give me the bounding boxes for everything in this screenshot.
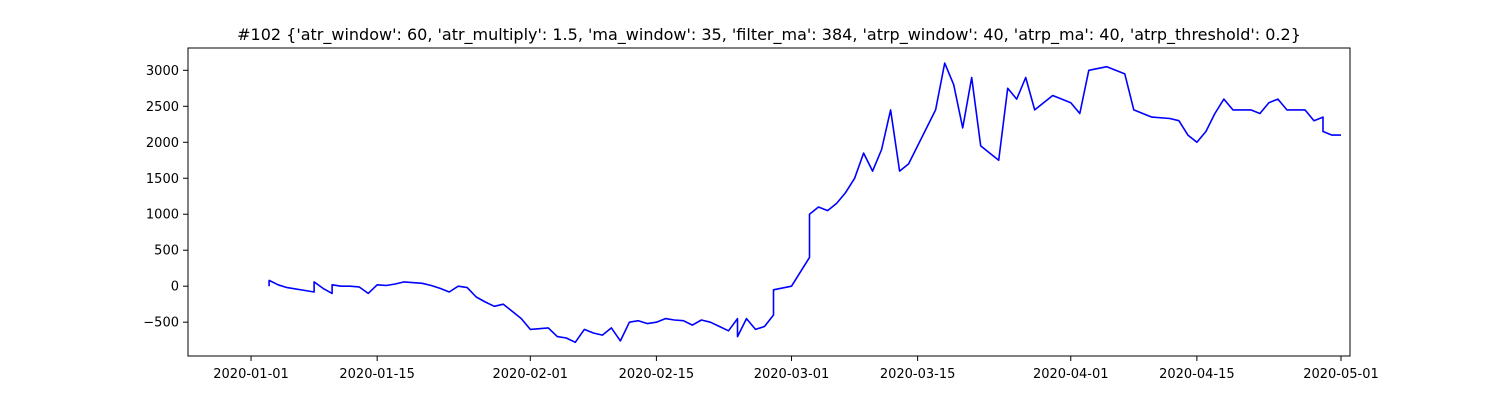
x-tick-label: 2020-04-01 bbox=[1033, 367, 1109, 382]
y-tick-label: 1500 bbox=[146, 172, 179, 187]
y-tick-label: 3000 bbox=[146, 64, 179, 79]
y-axis: −500 0 500 1000 1500 2000 2500 3000 bbox=[143, 64, 188, 331]
x-tick-label: 2020-03-15 bbox=[880, 367, 956, 382]
x-tick-label: 2020-05-01 bbox=[1303, 367, 1379, 382]
y-tick-label: 1000 bbox=[146, 208, 179, 223]
chart-title: #102 {'atr_window': 60, 'atr_multiply': … bbox=[237, 25, 1301, 45]
x-tick-label: 2020-02-01 bbox=[493, 367, 569, 382]
series-layer bbox=[268, 62, 1341, 344]
x-axis: 2020-01-01 2020-01-15 2020-02-01 2020-02-15… bbox=[213, 356, 1379, 382]
y-tick-label: −500 bbox=[143, 316, 179, 331]
x-tick-label: 2020-03-01 bbox=[754, 367, 830, 382]
y-tick-label: 500 bbox=[154, 244, 179, 259]
y-tick-label: 2500 bbox=[146, 100, 179, 115]
x-tick-label: 2020-02-15 bbox=[619, 367, 695, 382]
x-tick-label: 2020-01-15 bbox=[339, 367, 415, 382]
y-tick-label: 0 bbox=[171, 280, 179, 295]
x-tick-label: 2020-04-15 bbox=[1159, 367, 1235, 382]
y-tick-label: 2000 bbox=[146, 136, 179, 151]
plot-area-frame bbox=[187, 47, 1351, 357]
series-line-0 bbox=[268, 62, 1341, 344]
x-tick-label: 2020-01-01 bbox=[213, 367, 289, 382]
